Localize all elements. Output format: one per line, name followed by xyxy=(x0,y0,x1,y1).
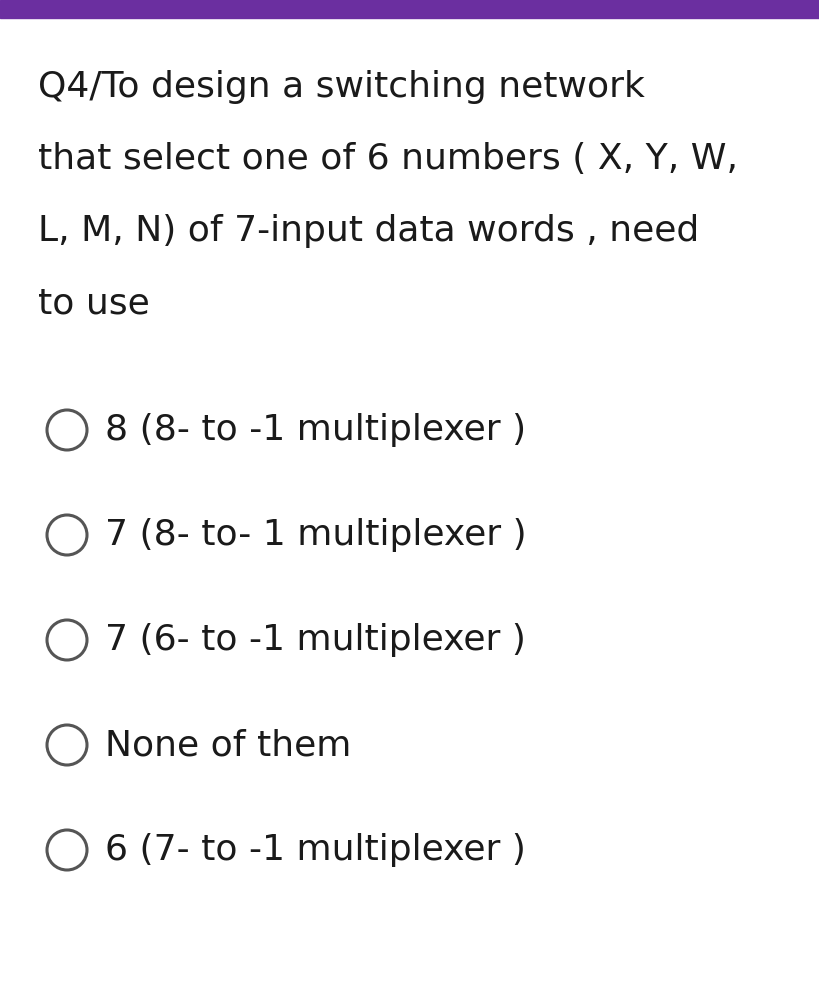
Text: 8 (8- to -1 multiplexer ): 8 (8- to -1 multiplexer ) xyxy=(105,413,526,447)
Text: Q4/To design a switching network: Q4/To design a switching network xyxy=(38,70,645,104)
Text: that select one of 6 numbers ( X, Y, W,: that select one of 6 numbers ( X, Y, W, xyxy=(38,142,738,176)
Text: None of them: None of them xyxy=(105,728,351,762)
Text: to use: to use xyxy=(38,286,150,320)
Text: L, M, N) of 7-input data words , need: L, M, N) of 7-input data words , need xyxy=(38,214,699,248)
Text: 6 (7- to -1 multiplexer ): 6 (7- to -1 multiplexer ) xyxy=(105,833,526,867)
Text: 7 (6- to -1 multiplexer ): 7 (6- to -1 multiplexer ) xyxy=(105,623,526,657)
Text: 7 (8- to- 1 multiplexer ): 7 (8- to- 1 multiplexer ) xyxy=(105,518,527,552)
Bar xyxy=(0,0,819,18)
